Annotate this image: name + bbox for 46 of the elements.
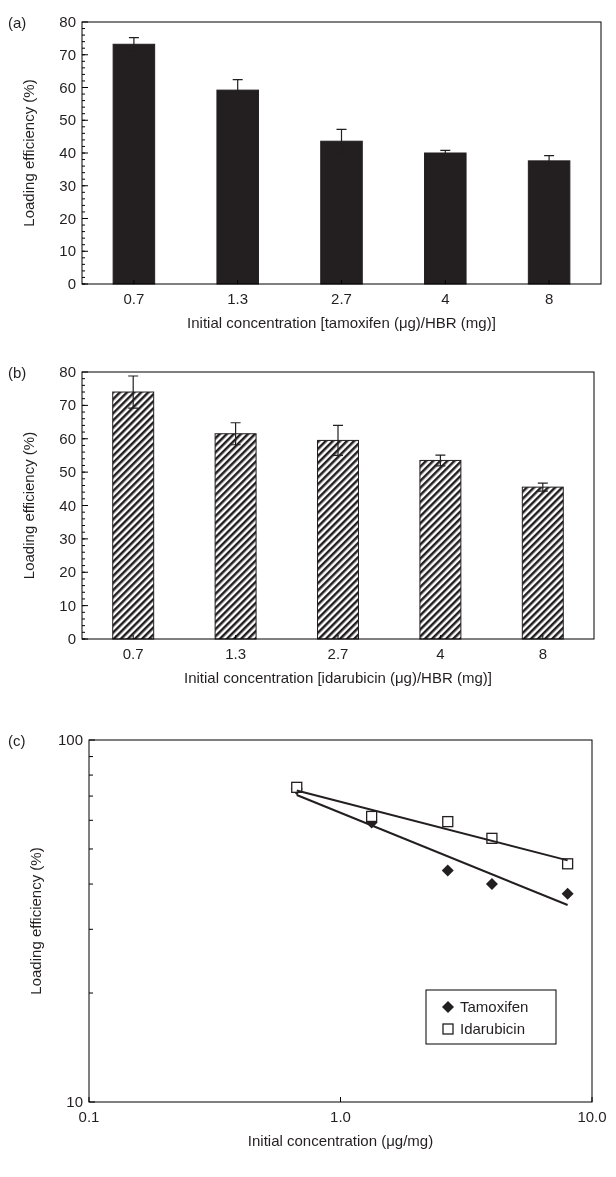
- y-tick-label: 80: [59, 363, 76, 380]
- y-tick-label: 10: [59, 596, 76, 614]
- y-tick-label: 50: [59, 463, 76, 481]
- x-tick-label: 0.7: [123, 290, 145, 307]
- y-axis-title: Loading efficiency (%): [20, 79, 37, 227]
- y-tick-label: 10: [59, 242, 76, 260]
- chart-title: (c): [8, 732, 26, 749]
- x-tick-label: 8: [538, 645, 547, 662]
- y-tick-label: 0: [67, 275, 76, 292]
- x-tick-label: 4: [441, 290, 450, 307]
- y-tick-label: 40: [59, 496, 76, 514]
- y-tick-label: 20: [59, 209, 76, 227]
- x-tick-label: 2.7: [331, 290, 352, 307]
- y-tick-label: 60: [59, 78, 76, 96]
- y-tick-label: 30: [59, 176, 76, 194]
- y-tick-label: 20: [59, 563, 76, 581]
- y-axis-title: Loading efficiency (%): [20, 431, 37, 580]
- bar: [424, 152, 467, 285]
- y-tick-label: 70: [59, 45, 76, 63]
- y-tick-label: 100: [57, 731, 83, 748]
- x-tick-label: 1.3: [227, 290, 249, 307]
- x-tick-label: 0.1: [78, 1108, 100, 1125]
- x-axis-title: Initial concentration [idarubicin (μg)/HBR (mg)]: [184, 669, 492, 686]
- x-tick-label: 8: [544, 290, 554, 307]
- y-tick-label: 80: [59, 13, 76, 30]
- y-tick-label: 30: [59, 529, 76, 547]
- legend-label: Tamoxifen: [460, 998, 529, 1015]
- x-tick-label: 10.0: [577, 1108, 607, 1125]
- legend-label: Idarubicin: [460, 1020, 526, 1037]
- x-axis-title: Initial concentration (μg/mg): [247, 1132, 434, 1149]
- x-tick-label: 1.0: [330, 1108, 351, 1125]
- y-tick-label: 0: [67, 630, 76, 647]
- x-tick-label: 1.3: [225, 645, 247, 662]
- chart-title: (a): [8, 14, 27, 31]
- y-tick-label: 50: [59, 111, 76, 129]
- y-tick-label: 10: [66, 1093, 83, 1110]
- y-axis-title: Loading efficiency (%): [27, 847, 44, 995]
- y-tick-label: 40: [59, 144, 76, 161]
- x-tick-label: 0.7: [122, 645, 144, 662]
- y-tick-label: 60: [59, 429, 76, 447]
- y-tick-label: 70: [59, 396, 76, 414]
- x-axis-title: Initial concentration [tamoxifen (μg)/HBR (mg)]: [187, 314, 496, 331]
- chart-title: (b): [8, 364, 27, 381]
- x-tick-label: 2.7: [327, 645, 349, 662]
- bar: [521, 486, 564, 640]
- x-tick-label: 4: [436, 645, 445, 662]
